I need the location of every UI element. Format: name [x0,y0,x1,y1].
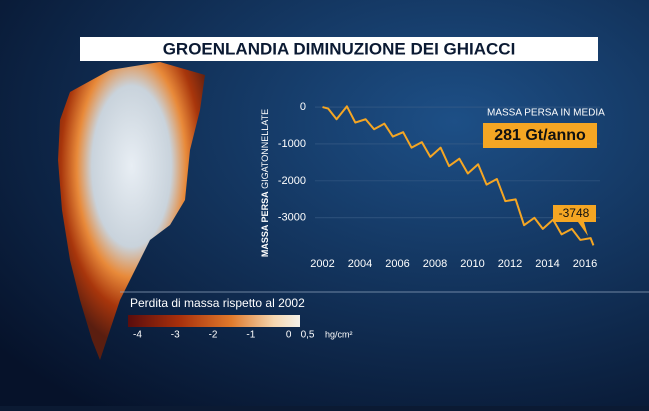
y-tick-label: -3000 [278,212,306,224]
annotation: MASSA PERSA IN MEDIA [487,108,605,119]
chart-title: GROENLANDIA DIMINUZIONE DEI GHIACCI [163,39,516,58]
colorbar-tick-label: -1 [246,330,255,341]
colorbar-tick-label: -4 [133,330,142,341]
colorbar-tick-label: 0 [286,330,292,341]
title-box [80,37,598,61]
colorbar-label: Perdita di massa rispetto al 2002 [130,296,305,310]
annotation: -3748 [559,206,590,220]
colorbar-unit: hg/cm² [325,329,353,339]
y-axis-label-main: MASSA PERSA [260,191,270,257]
colorbar-tick-label: -3 [171,330,180,341]
x-tick-label: 2008 [423,258,447,270]
x-tick-label: 2004 [348,258,372,270]
y-tick-label: -1000 [278,138,306,150]
x-tick-label: 2010 [460,258,484,270]
y-tick-label: 0 [300,101,306,113]
y-tick-label: -2000 [278,175,306,187]
x-tick-label: 2012 [498,258,522,270]
x-tick-label: 2002 [310,258,334,270]
annotation-box [483,123,597,148]
x-tick-label: 2016 [573,258,597,270]
colorbar-tick-label: 0,5 [301,330,315,341]
annotation: 281 Gt/anno [494,127,586,144]
x-tick-label: 2014 [535,258,559,270]
colorbar [128,315,300,327]
x-tick-label: 2006 [385,258,409,270]
y-axis-label: MASSA PERSA GIGATONNELLATE [260,109,270,257]
colorbar-tick-label: -2 [209,330,218,341]
annotation-box [553,205,596,222]
annotation-pointer [578,222,588,236]
greenland-map [58,62,205,360]
y-axis-label-sub: GIGATONNELLATE [260,109,270,189]
